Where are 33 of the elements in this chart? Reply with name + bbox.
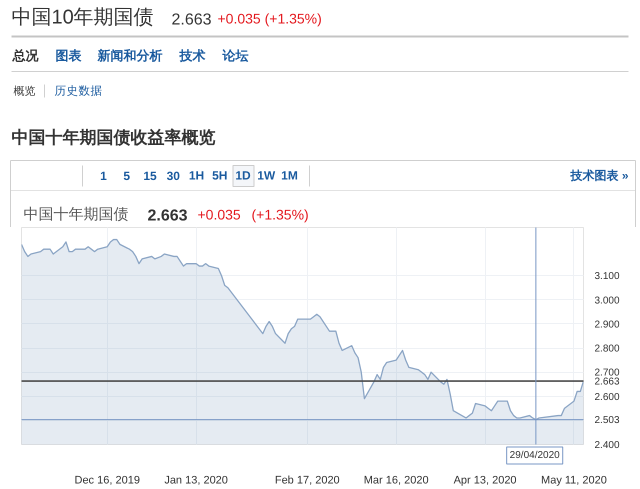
y-tick-label: 3.000 [594, 295, 620, 306]
y-tick-label: 3.100 [594, 271, 620, 282]
text: 技术 [178, 48, 206, 63]
y-tick-label: 2.400 [594, 440, 620, 451]
x-tick-label: May 11, 2020 [541, 474, 607, 486]
x-tick-label: Apr 13, 2020 [454, 474, 517, 486]
text: 技术图表 » [569, 168, 629, 182]
text: 新闻和分析 [96, 48, 162, 63]
y-tick-label: 2.700 [594, 368, 620, 379]
text: 历史数据 [54, 84, 102, 98]
x-tick-label: Jan 13, 2020 [164, 474, 228, 486]
text: 总况 [12, 48, 40, 63]
text: 概览 [14, 86, 36, 98]
y-tick-label: 2.600 [594, 392, 620, 403]
y-tick-label: 2.800 [594, 344, 620, 355]
ref-line-label: 2.663 [594, 376, 620, 388]
text: 图表 [56, 48, 82, 63]
text: 论坛 [222, 48, 248, 63]
y-tick-label: 2.900 [594, 319, 620, 330]
text: 2.663 [172, 12, 212, 28]
chart-title: 中国十年期国债收益率概览 [12, 128, 216, 147]
ref-line-label: 2.503 [594, 415, 620, 426]
text: 1 5 15 30 1H 5H 1D 1W 1M [100, 168, 298, 183]
ref-line-label: 29/04/2020 [510, 450, 560, 461]
x-tick-label: Mar 16, 2020 [364, 474, 429, 486]
text: 中国十年期国债 [24, 206, 128, 223]
x-tick-label: Feb 17, 2020 [274, 474, 340, 486]
x-tick-label: Dec 16, 2019 [74, 474, 140, 486]
text: +0.035 [198, 206, 241, 222]
text: 中国10年期国债 [12, 6, 154, 28]
text: +0.035 (+1.35%) [218, 10, 322, 26]
text: (+1.35%) [252, 206, 309, 222]
text: 2.663 [148, 208, 188, 224]
